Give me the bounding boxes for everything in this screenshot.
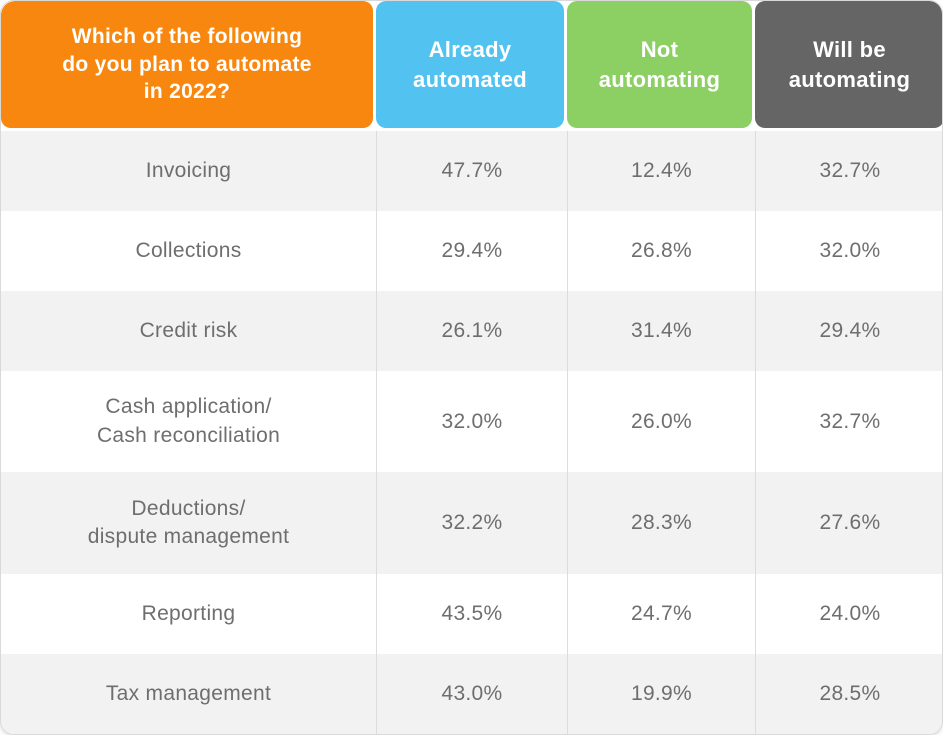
table-body: Invoicing 47.7% 12.4% 32.7% Collections 29.4%…: [1, 131, 942, 734]
header-column-line: Will be: [813, 37, 886, 63]
header-column-line: automating: [788, 66, 911, 92]
row-label-line: Credit risk: [139, 318, 238, 342]
row-label: Invoicing: [1, 131, 376, 211]
cell-value: 32.0%: [376, 370, 567, 473]
row-label: Tax management: [1, 654, 376, 734]
row-label-line: Cash reconciliation: [96, 423, 281, 447]
cell-value: 32.7%: [755, 370, 942, 473]
table-row: Cash application/Cash reconciliation 32.0…: [1, 370, 942, 473]
row-label-line: Cash application/: [105, 395, 272, 419]
table-row: Invoicing 47.7% 12.4% 32.7%: [1, 131, 942, 211]
header-column-line: Not: [640, 37, 679, 63]
cell-value: 43.5%: [376, 574, 567, 654]
row-label: Reporting: [1, 574, 376, 654]
cell-value: 31.4%: [567, 290, 755, 371]
cell-value: 12.4%: [567, 131, 755, 211]
cell-value: 32.2%: [376, 472, 567, 575]
cell-value: 24.0%: [755, 574, 942, 654]
cell-value: 47.7%: [376, 131, 567, 211]
header-column-line: Already: [428, 37, 512, 63]
cell-value: 28.3%: [567, 472, 755, 575]
row-label: Deductions/dispute management: [1, 472, 376, 574]
header-question-line: do you plan to automate: [62, 52, 312, 76]
header-question-line: in 2022?: [143, 80, 231, 104]
table-row: Reporting 43.5% 24.7% 24.0%: [1, 574, 942, 654]
header-question-cell: Which of the following do you plan to au…: [1, 1, 373, 128]
row-label-line: dispute management: [87, 525, 290, 549]
table-row: Collections 29.4% 26.8% 32.0%: [1, 210, 942, 291]
row-label: Collections: [1, 211, 376, 291]
table-header-row: Which of the following do you plan to au…: [1, 1, 942, 128]
cell-value: 19.9%: [567, 654, 755, 734]
cell-value: 43.0%: [376, 654, 567, 734]
row-label-line: Collections: [135, 238, 242, 262]
cell-value: 29.4%: [755, 290, 942, 371]
cell-value: 32.0%: [755, 210, 942, 291]
cell-value: 27.6%: [755, 472, 942, 575]
cell-value: 29.4%: [376, 210, 567, 291]
row-label: Cash application/Cash reconciliation: [1, 371, 376, 473]
header-not-automating: Not automating: [567, 1, 752, 128]
row-label-line: Reporting: [141, 601, 236, 625]
cell-value: 32.7%: [755, 131, 942, 211]
header-already-automated: Already automated: [376, 1, 564, 128]
row-label: Credit risk: [1, 291, 376, 371]
table-row: Deductions/dispute management 32.2% 28.3% 2…: [1, 472, 942, 575]
header-question-line: Which of the following: [71, 24, 303, 48]
cell-value: 26.0%: [567, 370, 755, 473]
header-column-line: automating: [598, 66, 721, 92]
row-label-line: Tax management: [105, 681, 272, 705]
row-label-line: Invoicing: [145, 158, 232, 182]
header-column-line: automated: [413, 66, 527, 92]
cell-value: 24.7%: [567, 574, 755, 654]
row-label-line: Deductions/: [131, 496, 246, 520]
header-will-be-automating: Will be automating: [755, 1, 942, 128]
cell-value: 26.8%: [567, 210, 755, 291]
table-row: Tax management 43.0% 19.9% 28.5%: [1, 654, 942, 734]
table-row: Credit risk 26.1% 31.4% 29.4%: [1, 290, 942, 371]
cell-value: 26.1%: [376, 290, 567, 371]
cell-value: 28.5%: [755, 654, 942, 734]
